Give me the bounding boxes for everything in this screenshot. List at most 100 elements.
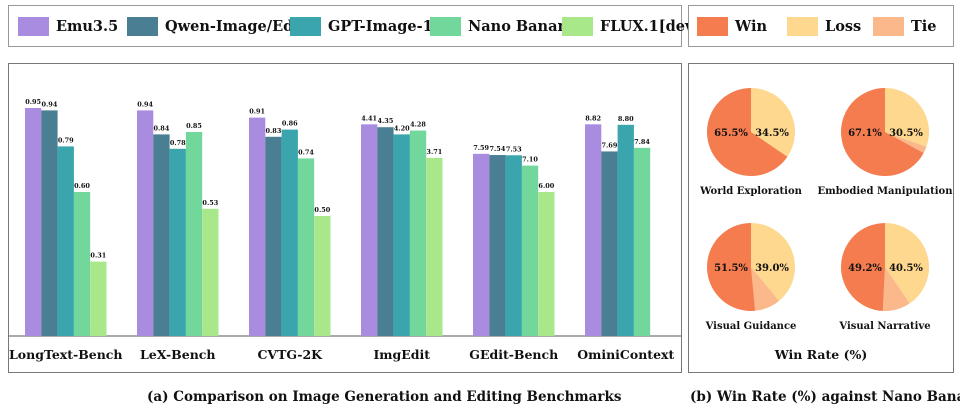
- pie-win-label: 65.5%: [714, 128, 748, 139]
- legend-item-win: Win: [697, 6, 767, 46]
- caption-right: (b) Win Rate (%) against Nano Banana: [690, 389, 960, 405]
- bar-gedit-bench-qwen-image-edit: [489, 155, 506, 336]
- caption-left: (a) Comparison on Image Generation and E…: [147, 389, 622, 405]
- legend-label: Nano Banana: [468, 17, 578, 35]
- bar-cvtg-2k-nano-banana: [297, 158, 315, 336]
- bar-value-label: 4.20: [394, 124, 410, 132]
- pie-slice-loss-embodied-manipulation: [885, 88, 929, 147]
- legend-item-gpt-image: GPT-Image-1: [290, 6, 433, 46]
- legend-swatch: [873, 16, 904, 36]
- legend-swatch: [290, 16, 321, 36]
- pie-slice-loss-world-exploration: [751, 88, 795, 157]
- bar-imgedit-nano-banana: [409, 130, 427, 336]
- bar-value-label: 0.31: [90, 252, 106, 260]
- legend-label: Qwen-Image/Edit: [165, 17, 306, 35]
- bar-value-label: 0.50: [314, 206, 330, 214]
- bar-chart-panel: 0.95 0.94 0.79 0.60 0.31 LongText-Bench 0.94 0.…: [8, 63, 682, 373]
- bar-lex-bench-emu3-5: [137, 110, 154, 337]
- pie-win-label: 67.1%: [848, 128, 882, 139]
- bar-gedit-bench-flux-1-dev: [538, 192, 555, 336]
- pie-chart-panel: 65.5% 34.5% World Exploration 67.1% 30.5% Emb…: [688, 63, 954, 373]
- bar-value-label: 0.79: [58, 136, 74, 144]
- bar-chart: 0.95 0.940.790.600.31LongText-Bench0.940.…: [9, 98, 681, 362]
- pie-slice-win-visual-guidance: [707, 223, 756, 311]
- bar-lex-bench-nano-banana: [185, 132, 203, 336]
- x-tick-label: GEdit-Bench: [469, 347, 558, 362]
- legend-swatch: [18, 16, 49, 36]
- pie-loss-label: 30.5%: [889, 128, 923, 139]
- bar-cvtg-2k-gpt-image-1: [281, 129, 298, 336]
- bar-value-label: 7.53: [506, 145, 522, 153]
- legend-swatch: [697, 16, 728, 36]
- legend-label: Win: [735, 17, 768, 35]
- legend-label: Tie: [911, 17, 937, 35]
- pie-loss-label: 40.5%: [889, 263, 923, 274]
- pie-slice-loss-visual-guidance: [751, 223, 795, 301]
- bar-value-label: 7.54: [490, 145, 506, 153]
- pie-slice-win-world-exploration: [707, 88, 788, 176]
- bar-value-label: 7.84: [634, 138, 650, 146]
- legend-item-tie: Tie: [873, 6, 937, 46]
- pie-axis-label: Win Rate (%): [774, 347, 868, 362]
- x-tick-label: ImgEdit: [373, 347, 430, 362]
- bar-imgedit-qwen-image-edit: [377, 127, 394, 336]
- bar-longtext-bench-emu3-5: [25, 108, 42, 336]
- bar-value-label: 6.00: [538, 182, 554, 190]
- pie-charts: 65.5% 34.5% World Exploration 67.1% 30.5% Emb…: [699, 88, 953, 362]
- bar-value-label: 0.83: [266, 127, 282, 135]
- bar-value-label: 0.85: [186, 122, 202, 130]
- bar-ominicontext-nano-banana: [633, 147, 651, 336]
- x-tick-label: OminiContext: [577, 347, 674, 362]
- bar-value-label: 0.78: [170, 139, 186, 147]
- bar-lex-bench-gpt-image-1: [169, 148, 186, 336]
- legend-swatch: [127, 16, 158, 36]
- bar-value-label: 0.74: [298, 148, 314, 156]
- bar-value-label: 0.86: [282, 120, 298, 128]
- bar-value-label: 8.82: [585, 114, 601, 122]
- pie-slice-win-visual-narrative: [841, 223, 885, 311]
- bar-value-label: 4.41: [361, 114, 377, 122]
- bar-lex-bench-flux-1-dev: [202, 208, 219, 336]
- bar-longtext-bench-qwen-image-edit: [41, 110, 58, 337]
- bar-longtext-bench-flux-1-dev: [90, 261, 107, 336]
- bar-value-label: 0.84: [154, 124, 170, 132]
- bar-value-label: 3.71: [426, 148, 442, 156]
- bar-gedit-bench-nano-banana: [521, 165, 539, 336]
- legend-swatch: [562, 16, 593, 36]
- legend-item-qwen: Qwen-Image/Edit: [127, 6, 305, 46]
- bar-cvtg-2k-flux-1-dev: [314, 216, 331, 336]
- pie-title: Embodied Manipulation: [817, 186, 953, 197]
- pie-slice-win-embodied-manipulation: [841, 88, 924, 176]
- legend-item-nano-banana: Nano Banana: [430, 6, 577, 46]
- bar-value-label: 0.94: [137, 100, 153, 108]
- legend-label: Emu3.5: [56, 17, 119, 35]
- legend-label: FLUX.1[dev]: [600, 17, 701, 35]
- legend-label: Loss: [825, 17, 862, 35]
- pie-title: World Exploration: [699, 186, 803, 197]
- pie-win-label: 49.2%: [848, 263, 882, 274]
- bar-value-label: 7.59: [473, 144, 489, 152]
- bar-longtext-bench-nano-banana: [73, 192, 91, 336]
- pie-title: Visual Guidance: [705, 321, 797, 332]
- pie-legend: Win Loss Tie: [688, 5, 954, 47]
- pie-title: Visual Narrative: [838, 321, 930, 332]
- bar-cvtg-2k-emu3-5: [249, 117, 266, 336]
- x-tick-label: LongText-Bench: [9, 347, 123, 362]
- pie-slice-tie-embodied-manipulation: [885, 132, 927, 153]
- x-tick-label: LeX-Bench: [140, 347, 216, 362]
- bar-value-label: 4.35: [378, 117, 394, 125]
- pie-slice-loss-visual-narrative: [885, 223, 929, 304]
- bar-imgedit-flux-1-dev: [426, 157, 443, 336]
- bar-value-label: 0.91: [249, 108, 265, 116]
- legend-swatch: [787, 16, 818, 36]
- bar-lex-bench-qwen-image-edit: [153, 134, 170, 336]
- bar-longtext-bench-gpt-image-1: [57, 146, 74, 336]
- bar-value-label: 4.28: [410, 121, 426, 129]
- legend-item-flux: FLUX.1[dev]: [562, 6, 700, 46]
- pie-slice-tie-visual-guidance: [751, 267, 780, 311]
- bar-value-label: 0.95: [25, 98, 41, 106]
- x-tick-label: CVTG-2K: [257, 347, 323, 362]
- bar-cvtg-2k-qwen-image-edit: [265, 136, 282, 336]
- legend-swatch: [430, 16, 461, 36]
- pie-loss-label: 39.0%: [755, 263, 789, 274]
